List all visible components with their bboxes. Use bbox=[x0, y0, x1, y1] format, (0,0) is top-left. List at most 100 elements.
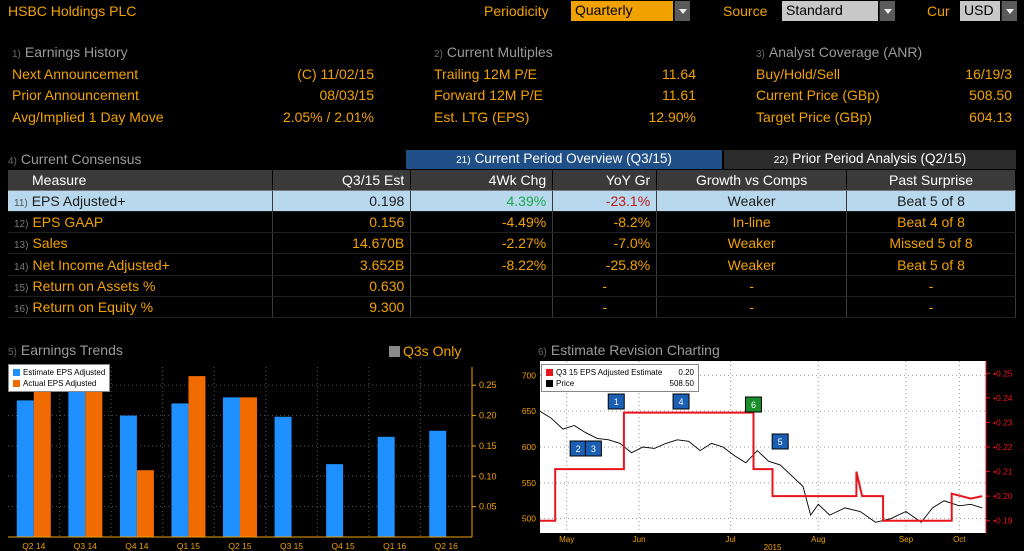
right-tick-label: •0.22 bbox=[993, 442, 1013, 452]
avg-implied-move-label: Avg/Implied 1 Day Move bbox=[12, 109, 164, 125]
y-tick-label: 0.20 bbox=[479, 411, 497, 421]
y-tick-label: 0.10 bbox=[479, 471, 497, 481]
periodicity-dropdown[interactable]: Quarterly bbox=[571, 1, 673, 21]
current-consensus-header: 4) Current Consensus bbox=[8, 151, 142, 167]
q3s-only-toggle[interactable]: Q3s Only bbox=[389, 343, 461, 359]
actual-bar bbox=[188, 376, 206, 537]
revision-marker-label: 3 bbox=[591, 444, 596, 454]
revision-marker-label: 6 bbox=[751, 400, 756, 410]
chg-cell: 4.39% bbox=[410, 190, 554, 212]
revision-marker-label: 2 bbox=[576, 444, 581, 454]
revision-x-axis: May Jun Jul Aug Sep Oct 2015 bbox=[559, 535, 966, 551]
col-past-surprise[interactable]: Past Surprise bbox=[846, 170, 1016, 191]
estimate-bar bbox=[377, 436, 395, 537]
source-chevron-down-icon[interactable] bbox=[879, 1, 895, 21]
periodicity-chevron-down-icon[interactable] bbox=[674, 1, 690, 21]
yoy-cell: - bbox=[552, 296, 658, 319]
estimate-revision-header[interactable]: 6) Estimate Revision Charting bbox=[538, 342, 720, 358]
measure-cell[interactable]: 12) EPS GAAP bbox=[8, 211, 274, 234]
col-est[interactable]: Q3/15 Est bbox=[272, 170, 412, 191]
x-tick-label: Q2 16 bbox=[435, 541, 458, 551]
source-dropdown[interactable]: Standard bbox=[782, 1, 878, 21]
yoy-cell: - bbox=[552, 275, 658, 297]
currency-chevron-down-icon[interactable] bbox=[1001, 1, 1017, 21]
trailing-pe-label: Trailing 12M P/E bbox=[434, 66, 537, 82]
measure-cell[interactable]: 11) EPS Adjusted+ bbox=[8, 190, 274, 212]
revision-marker-label: 4 bbox=[679, 397, 684, 407]
current-multiples-header[interactable]: 2) Current Multiples bbox=[434, 44, 553, 60]
earnings-trends-bars bbox=[16, 376, 447, 537]
col-measure[interactable]: Measure bbox=[8, 170, 274, 191]
actual-bar bbox=[33, 388, 51, 537]
col-yoy-gr[interactable]: YoY Gr bbox=[552, 170, 658, 191]
surprise-cell: Beat 5 of 8 bbox=[846, 253, 1016, 276]
earnings-trends-header[interactable]: 5) Earnings Trends bbox=[8, 342, 123, 358]
y-tick-label: 0.15 bbox=[479, 441, 497, 451]
tab-current-period-overview[interactable]: 21) Current Period Overview (Q3/15) bbox=[406, 150, 722, 169]
x-tick-label: Sep bbox=[899, 535, 914, 544]
right-tick-label: •0.21 bbox=[993, 467, 1013, 477]
analyst-coverage-header[interactable]: 3) Analyst Coverage (ANR) bbox=[756, 44, 923, 60]
estimate-line-value: 0.20 bbox=[678, 368, 694, 377]
periodicity-label: Periodicity bbox=[484, 3, 549, 19]
x-tick-label: Q1 15 bbox=[177, 541, 200, 551]
table-row[interactable]: 14) Net Income Adjusted+ 3.652B -8.22% -2… bbox=[8, 253, 1016, 276]
col-growth-vs-comps[interactable]: Growth vs Comps bbox=[656, 170, 848, 191]
est-cell: 14.670B bbox=[272, 232, 412, 255]
measure-cell[interactable]: 14) Net Income Adjusted+ bbox=[8, 253, 274, 276]
x-tick-label: Q4 15 bbox=[332, 541, 355, 551]
earnings-history-header[interactable]: 1) Earnings History bbox=[12, 44, 128, 60]
estimate-line-swatch bbox=[546, 369, 553, 376]
left-tick-label: 650 bbox=[522, 406, 536, 416]
estimate-line-label: Q3 15 EPS Adjusted Estimate bbox=[556, 368, 663, 377]
surprise-cell: Beat 4 of 8 bbox=[846, 211, 1016, 234]
measure-cell[interactable]: 15) Return on Assets % bbox=[8, 275, 274, 297]
x-tick-label: Q2 15 bbox=[228, 541, 251, 551]
x-tick-label: Q1 16 bbox=[383, 541, 406, 551]
price-line bbox=[539, 410, 983, 523]
table-row[interactable]: 16) Return on Equity % 9.300 - - - bbox=[8, 296, 1016, 319]
x-tick-label: Q4 14 bbox=[125, 541, 148, 551]
revision-legend: Q3 15 EPS Adjusted Estimate 0.20 Price 508… bbox=[541, 364, 699, 392]
revision-marker bbox=[584, 440, 602, 457]
surprise-cell: Missed 5 of 8 bbox=[846, 232, 1016, 255]
x-tick-label: Oct bbox=[953, 535, 966, 544]
table-row[interactable]: 15) Return on Assets % 0.630 - - - bbox=[8, 275, 1016, 297]
right-tick-label: •0.24 bbox=[993, 393, 1013, 403]
prior-announcement-value: 08/03/15 bbox=[319, 87, 375, 103]
left-tick-label: 700 bbox=[522, 370, 536, 380]
actual-bar bbox=[240, 397, 257, 537]
q3s-only-checkbox-icon[interactable] bbox=[389, 346, 400, 357]
measure-cell[interactable]: 16) Return on Equity % bbox=[8, 296, 274, 319]
revision-marker-label: 1 bbox=[614, 397, 619, 407]
col-4wk-chg[interactable]: 4Wk Chg bbox=[410, 170, 554, 191]
tab-prior-period-analysis[interactable]: 22) Prior Period Analysis (Q2/15) bbox=[724, 150, 1016, 169]
actual-bar bbox=[136, 470, 154, 537]
earnings-trends-x-axis: Q2 14 Q3 14 Q4 14 Q1 15 Q2 15 Q3 15 Q4 15 Q1 16… bbox=[8, 536, 472, 551]
buy-hold-sell-label: Buy/Hold/Sell bbox=[756, 66, 841, 82]
revision-marker-label: 5 bbox=[778, 437, 783, 447]
x-tick-label: May bbox=[559, 535, 574, 544]
table-row[interactable]: 11) EPS Adjusted+ 0.198 4.39% -23.1% Weak… bbox=[8, 190, 1016, 212]
left-tick-label: 550 bbox=[522, 478, 536, 488]
right-tick-label: •0.19 bbox=[993, 516, 1013, 526]
estimate-bar bbox=[326, 464, 344, 537]
revision-left-axis: 500 550 600 650 700 bbox=[522, 370, 536, 523]
yoy-cell: -7.0% bbox=[552, 232, 658, 255]
comps-cell: Weaker bbox=[656, 190, 848, 212]
estimate-bar bbox=[171, 403, 189, 537]
comps-cell: Weaker bbox=[656, 232, 848, 255]
source-label: Source bbox=[723, 3, 768, 19]
revision-marker bbox=[744, 396, 762, 413]
security-title: HSBC Holdings PLC bbox=[8, 3, 137, 19]
est-cell: 0.630 bbox=[272, 275, 412, 297]
target-price-value: 604.13 bbox=[969, 109, 1012, 125]
comps-cell: - bbox=[656, 296, 848, 319]
measure-cell[interactable]: 13) Sales bbox=[8, 232, 274, 255]
x-tick-label: Jul bbox=[725, 535, 735, 544]
currency-dropdown[interactable]: USD bbox=[960, 1, 1000, 21]
table-row[interactable]: 13) Sales 14.670B -2.27% -7.0% Weaker Mis… bbox=[8, 232, 1016, 255]
revision-marker bbox=[672, 393, 690, 410]
table-row[interactable]: 12) EPS GAAP 0.156 -4.49% -8.2% In-line B… bbox=[8, 211, 1016, 234]
